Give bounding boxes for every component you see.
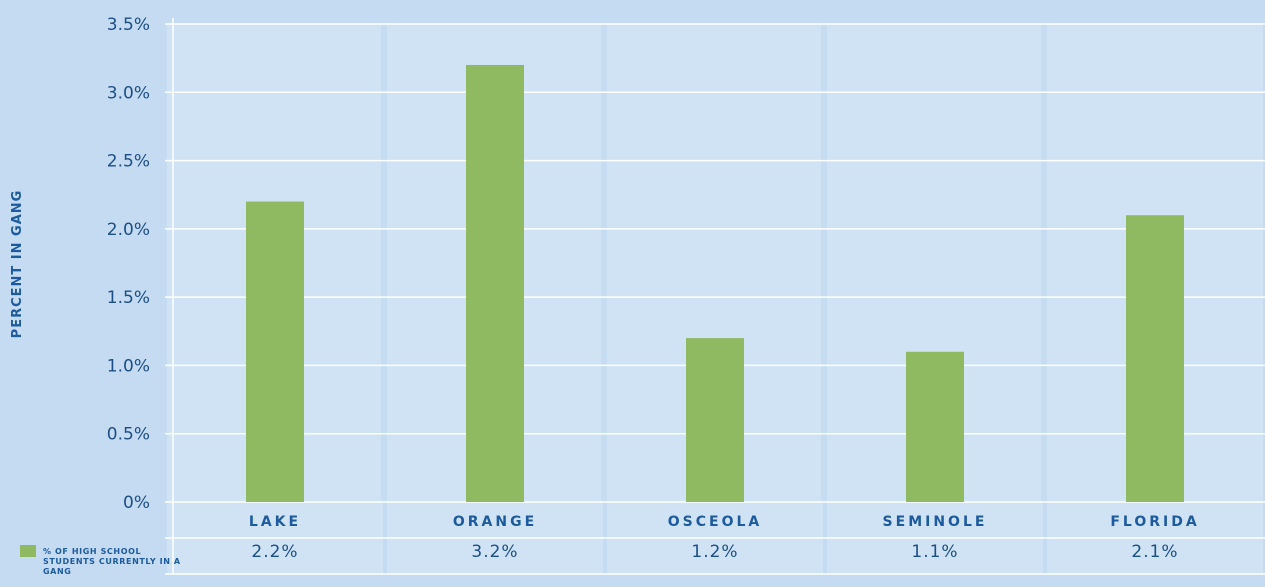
bar-osceola	[686, 338, 744, 502]
column-divider	[1041, 24, 1047, 502]
y-tick-label: 1.5%	[107, 288, 150, 308]
category-label: ORANGE	[453, 514, 537, 530]
y-tick-label: 0%	[123, 493, 150, 513]
bar-lake	[246, 201, 304, 503]
value-label: 1.1%	[911, 542, 958, 562]
value-label: 2.1%	[1131, 542, 1178, 562]
bar-seminole	[906, 351, 964, 502]
y-tick-label: 2.5%	[107, 152, 150, 172]
y-tick-label: 2.0%	[107, 220, 150, 240]
y-axis-label: PERCENT IN GANG	[10, 190, 25, 339]
value-label: 1.2%	[691, 542, 738, 562]
legend-label: % of high school students currently in a…	[43, 547, 181, 576]
bar-florida	[1126, 215, 1184, 502]
category-label: LAKE	[249, 514, 301, 530]
legend-swatch	[20, 545, 36, 557]
value-label: 2.2%	[251, 542, 298, 562]
category-label: SEMINOLE	[883, 514, 988, 530]
y-tick-label: 1.0%	[107, 356, 150, 376]
category-label: OSCEOLA	[668, 514, 762, 530]
column-divider	[381, 24, 387, 502]
y-tick-label: 3.5%	[107, 15, 150, 35]
category-label: FLORIDA	[1110, 514, 1199, 530]
value-label: 3.2%	[471, 542, 518, 562]
column-divider	[821, 24, 827, 502]
y-tick-label: 3.0%	[107, 83, 150, 103]
column-divider	[601, 24, 607, 502]
bar-orange	[466, 64, 524, 502]
y-tick-label: 0.5%	[107, 425, 150, 445]
